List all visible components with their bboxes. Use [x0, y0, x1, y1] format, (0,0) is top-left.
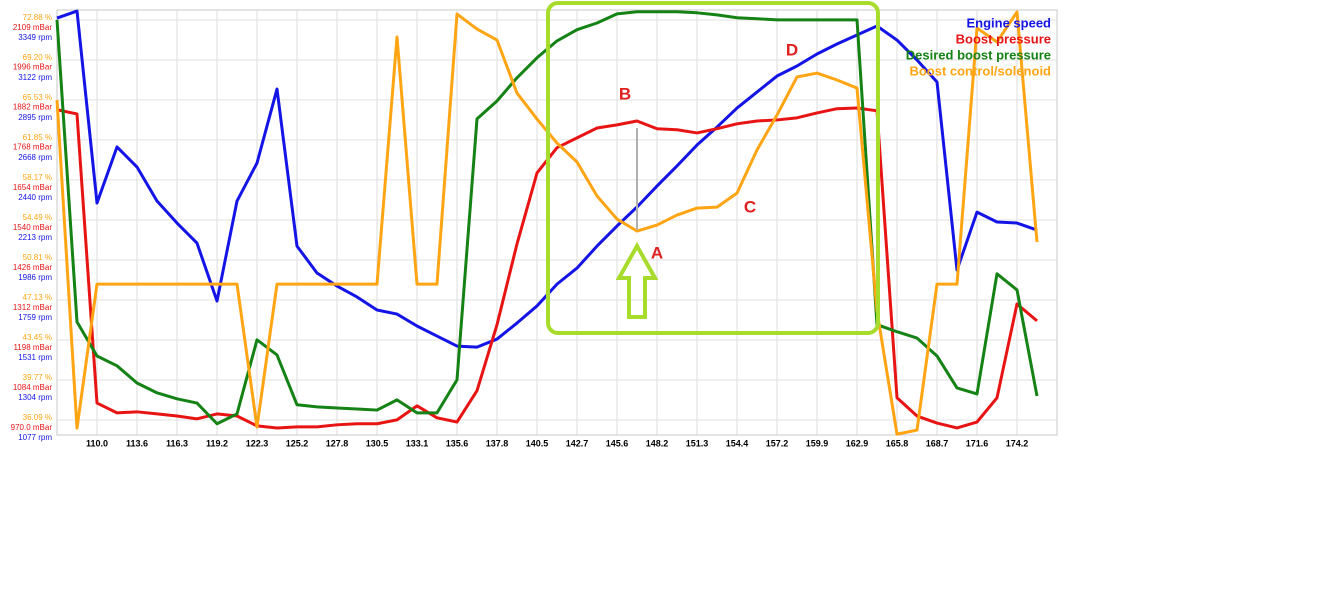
x-tick-label: 130.5	[366, 438, 389, 448]
x-tick-label: 122.3	[246, 438, 269, 448]
y-tick-label: 1084 mBar	[13, 383, 52, 392]
y-tick-label: 1654 mBar	[13, 183, 52, 192]
y-tick-label: 1531 rpm	[18, 353, 52, 362]
y-tick-label: 43.45 %	[23, 333, 52, 342]
legend-entry: Desired boost pressure	[906, 47, 1051, 62]
y-tick-label: 970.0 mBar	[11, 423, 53, 432]
annotation-label: B	[619, 84, 631, 103]
x-tick-label: 157.2	[766, 438, 789, 448]
y-tick-label: 39.77 %	[23, 373, 52, 382]
x-tick-label: 159.9	[806, 438, 829, 448]
y-tick-label: 69.20 %	[23, 53, 52, 62]
x-tick-label: 171.6	[966, 438, 989, 448]
x-tick-label: 135.6	[446, 438, 469, 448]
y-tick-label: 61.85 %	[23, 133, 52, 142]
plot-frame	[56, 9, 1058, 436]
annotation-label: D	[786, 40, 798, 59]
legend-entry: Engine speed	[966, 15, 1051, 30]
y-tick-label: 3349 rpm	[18, 33, 52, 42]
x-tick-label: 154.4	[726, 438, 749, 448]
y-tick-label: 72.88 %	[23, 13, 52, 22]
annotations-layer: A B C D	[546, 1, 880, 335]
x-tick-label: 125.2	[286, 438, 309, 448]
y-tick-label: 2668 rpm	[18, 153, 52, 162]
x-tick-label: 140.5	[526, 438, 549, 448]
x-tick-label: 133.1	[406, 438, 429, 448]
y-tick-label: 54.49 %	[23, 213, 52, 222]
y-tick-label: 1540 mBar	[13, 223, 52, 232]
y-tick-label: 1768 mBar	[13, 143, 52, 152]
y-tick-label: 50.81 %	[23, 253, 52, 262]
y-tick-label: 1426 mBar	[13, 263, 52, 272]
x-tick-label: 113.6	[126, 438, 148, 448]
x-tick-label: 174.2	[1006, 438, 1029, 448]
y-tick-label: 1882 mBar	[13, 103, 52, 112]
x-tick-label: 168.7	[926, 438, 949, 448]
legend-entry: Boost pressure	[956, 31, 1051, 46]
x-tick-label: 162.9	[846, 438, 869, 448]
y-tick-label: 1077 rpm	[18, 433, 52, 442]
y-tick-label: 1996 mBar	[13, 63, 52, 72]
x-tick-label: 148.2	[646, 438, 669, 448]
y-tick-label: 1986 rpm	[18, 273, 52, 282]
y-tick-label: 65.53 %	[23, 93, 52, 102]
y-tick-label: 1304 rpm	[18, 393, 52, 402]
y-tick-label: 2109 mBar	[13, 23, 52, 32]
y-tick-label: 2213 rpm	[18, 233, 52, 242]
highlight-box	[546, 1, 880, 335]
arrow	[615, 241, 659, 319]
y-tick-label: 36.09 %	[23, 413, 52, 422]
x-tick-label: 119.2	[206, 438, 228, 448]
x-tick-label: 127.8	[326, 438, 349, 448]
y-tick-label: 1759 rpm	[18, 313, 52, 322]
y-tick-label: 1198 mBar	[13, 343, 52, 352]
x-tick-label: 151.3	[686, 438, 709, 448]
y-tick-label: 2440 rpm	[18, 193, 52, 202]
x-tick-label: 142.7	[566, 438, 589, 448]
x-tick-label: 110.0	[86, 438, 108, 448]
annotation-label: A	[651, 243, 663, 262]
x-tick-label: 137.8	[486, 438, 509, 448]
x-tick-label: 145.6	[606, 438, 629, 448]
y-tick-label: 1312 mBar	[13, 303, 52, 312]
y-tick-label: 58.17 %	[23, 173, 52, 182]
legend-entry: Boost control/solenoid	[909, 63, 1051, 78]
y-tick-label: 3122 rpm	[18, 73, 52, 82]
y-tick-label: 47.13 %	[23, 293, 52, 302]
x-tick-label: 116.3	[166, 438, 188, 448]
x-tick-label: 165.8	[886, 438, 909, 448]
annotation-label: C	[744, 197, 756, 216]
y-tick-label: 2895 rpm	[18, 113, 52, 122]
